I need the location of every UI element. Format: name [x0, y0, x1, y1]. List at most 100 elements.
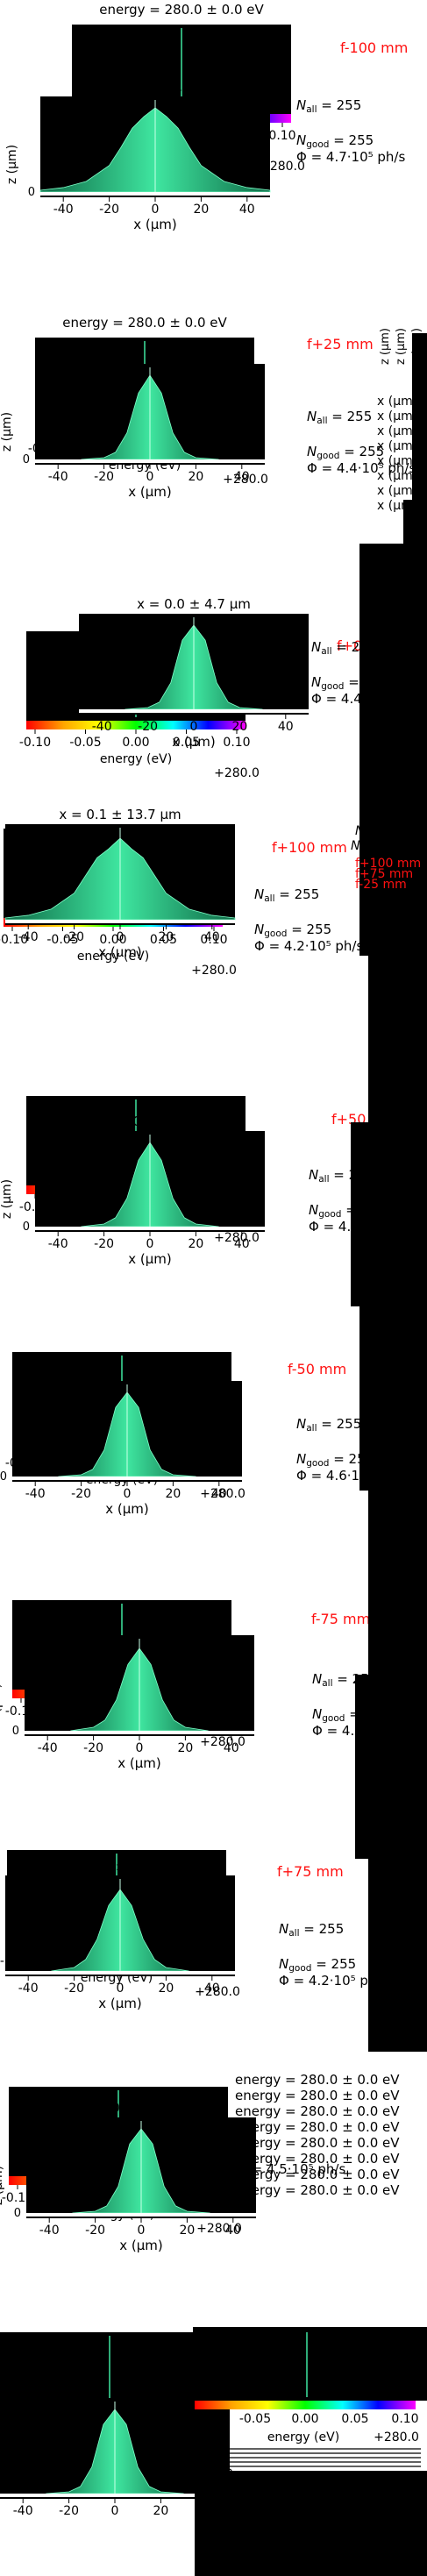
z-zero-label: 0	[0, 1470, 7, 1484]
overlay-energy-offset: +280.0	[374, 2430, 419, 2444]
z-zero-label: 0	[12, 1725, 19, 1738]
overlay-energy-tick-label: 0.00	[291, 2412, 318, 2426]
energy-offset: +280.0	[195, 1985, 240, 1999]
overlay-black-box	[355, 1675, 427, 1859]
profile-baseline	[79, 709, 309, 713]
x-tick-label: 0	[124, 1487, 132, 1501]
stacked-focus-label: f+75 mm	[355, 867, 413, 881]
x-tick-label: 0	[117, 1982, 125, 1996]
stacked-x-label: x (µm)	[377, 454, 417, 468]
x-title: x = 0.0 ± 4.9 µm	[70, 1363, 184, 1379]
energy-axis-label: energy (eV)	[77, 950, 149, 964]
energy-offset: +280.0	[223, 473, 268, 487]
profile-baseline	[12, 1477, 242, 1480]
x-axis-label: x (µm)	[105, 1501, 149, 1517]
x-tick-label: 0	[117, 930, 125, 944]
overlay-black-box	[195, 2471, 427, 2576]
flux-label: Φ = 4.2·10⁵ ph/s	[254, 938, 363, 954]
energy-tick-label: 0.10	[223, 736, 250, 750]
stacked-energy-title: energy = 280.0 ± 0.0 eV	[235, 2088, 400, 2103]
stacked-x-label: x (µm)	[377, 409, 417, 423]
x-tick-label: 40	[225, 2224, 241, 2238]
z-zero-label: 0	[14, 2207, 21, 2220]
flux-label: Φ = 4.5·10⁵ ph/s	[237, 2161, 345, 2177]
overlay-energy-tick-label: 0.10	[391, 2412, 418, 2426]
x-title: x = 0.0 ± 5.7 µm	[82, 1618, 196, 1633]
z-axis-label: z (µm)	[5, 145, 19, 184]
profile-baseline	[5, 920, 235, 923]
energy-tick-label: -0.10	[2, 2191, 33, 2205]
x-tick-label: 20	[165, 1487, 181, 1501]
overlay-energy-tick-label: -0.10	[189, 2412, 221, 2426]
stacked-energy-title: energy = 280.0 ± 0.0 eV	[235, 2119, 400, 2135]
stacked-energy-title: energy = 280.0 ± 0.0 eV	[235, 2182, 400, 2198]
x-tick-label: 0	[138, 2224, 146, 2238]
z-zero-label: 0	[67, 703, 74, 716]
x-axis-label: x (µm)	[117, 1755, 161, 1771]
x-axis-label: x (µm)	[98, 1996, 142, 2011]
overlay-black-box	[368, 956, 427, 1122]
x-tick-label: 0	[136, 1741, 144, 1755]
x-title: x = 0.0 ± 5.1 µm	[93, 1114, 207, 1129]
x-tick-label: -20	[94, 470, 114, 484]
energy-offset: +280.0	[200, 1487, 246, 1501]
panel-4: -0.10 -0.05 0.00 0.05 0.10 energy (eV) +280.0 x…	[0, 807, 363, 978]
x-tick-label: -20	[85, 2224, 105, 2238]
stacked-energy-title: energy = 280.0 ± 0.0 eV	[235, 2072, 400, 2088]
energy-tick-label: 0.00	[122, 736, 149, 750]
energy-offset: +280.0	[191, 964, 237, 978]
overlay-energy-axis-label: energy (eV)	[267, 2430, 339, 2444]
focus-label: f+75 mm	[277, 1863, 344, 1880]
focus-label: f-100 mm	[340, 39, 408, 56]
stacked-x-label: x (µm)	[377, 469, 417, 483]
x-tick-label: -20	[138, 720, 158, 734]
profile-baseline	[25, 1731, 254, 1734]
focus-label: f+25 mm	[307, 336, 374, 352]
x-tick-label: 0	[111, 2504, 119, 2518]
focus-label: f+100 mm	[272, 839, 347, 856]
energy-tick-label: 0.00	[99, 933, 126, 947]
overlay-black-box	[368, 1859, 427, 2052]
x-tick-label: 20	[188, 470, 203, 484]
x-title: x = 0.0 ± 4.7 µm	[137, 596, 251, 612]
x-tick-label: -20	[99, 203, 119, 217]
n-good-label: Ngood = 255	[296, 132, 374, 150]
z-zero-label: 0	[28, 186, 35, 199]
stacked-energy-title: energy = 280.0 ± 0.0 eV	[235, 2167, 400, 2182]
x-tick-label: 0	[146, 1237, 154, 1251]
overlay-black-box	[359, 772, 427, 956]
x-tick-label: 0	[152, 203, 160, 217]
overlay-colorbar	[195, 2401, 416, 2409]
profile-baseline	[35, 1227, 265, 1230]
x-tick-label: -40	[25, 1487, 46, 1501]
overlay-black-box	[359, 1306, 427, 1491]
stacked-focus-label: f-25 mm	[355, 878, 407, 892]
n-all-label: Nall = 255	[296, 97, 361, 115]
energy-tick-label: 0.10	[200, 933, 227, 947]
x-tick-label: 40	[278, 720, 294, 734]
x-tick-label: 20	[179, 2224, 195, 2238]
x-axis-label: x (µm)	[133, 217, 177, 232]
focus-label: f-50 mm	[288, 1361, 346, 1377]
z-zero-label: 0	[23, 1220, 30, 1234]
x-tick-label: 20	[158, 1982, 174, 1996]
energy-offset: +280.0	[196, 2222, 242, 2236]
stacked-energy-title: energy = 280.0 ± 0.0 eV	[235, 2151, 400, 2167]
x-tick-label: 20	[188, 1237, 203, 1251]
stacked-n-all: Nall = 255	[351, 839, 411, 855]
stacked-x-label: x (µm)	[377, 499, 417, 513]
x-tick-label: -20	[71, 1487, 91, 1501]
x-tick-label: 40	[234, 1237, 250, 1251]
energy-tick-label: 0.05	[173, 736, 200, 750]
stacked-z-label: z (µm)	[379, 328, 392, 365]
energy-tick-label: -0.05	[69, 736, 101, 750]
x-tick-label: -40	[92, 720, 112, 734]
x-title: x = 0.0 ± 4.9 µm	[93, 346, 207, 362]
profile-baseline	[0, 2494, 230, 2497]
energy-offset: +280.0	[260, 160, 305, 174]
panel-2: energy = 280.0 ± 0.0 eV-0.10-0.050.000.0…	[0, 315, 416, 500]
stacked-n-good: Ngood = 255	[355, 824, 427, 840]
z-axis-label: z (µm)	[0, 2166, 5, 2205]
